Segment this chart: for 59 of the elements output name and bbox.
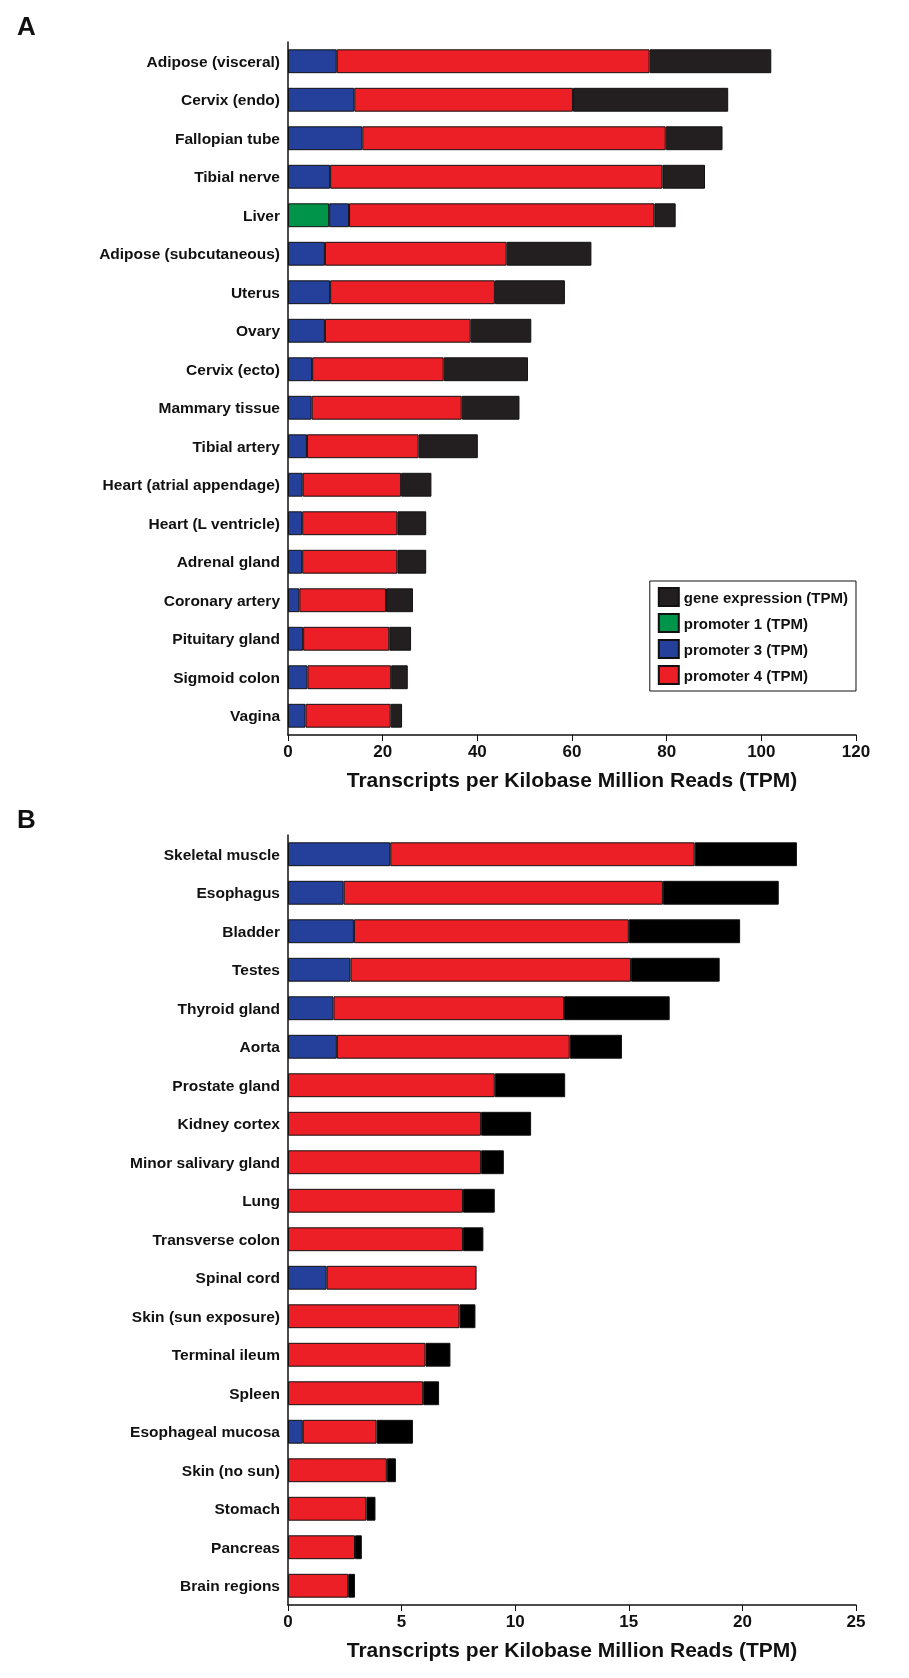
y-tick-label: Esophageal mucosa	[130, 1423, 281, 1441]
x-tick-label: 100	[747, 742, 776, 761]
legend-label: promoter 4 (TPM)	[683, 666, 808, 684]
x-tick-label: 0	[283, 1612, 293, 1631]
x-tick-label: 0	[283, 742, 293, 761]
y-tick-label: Esophagus	[196, 884, 280, 902]
y-tick-label: Adipose (visceral)	[146, 52, 280, 70]
y-tick-label: Heart (L ventricle)	[148, 514, 280, 532]
y-tick-label: Bladder	[222, 922, 280, 940]
y-tick-label: Heart (atrial appendage)	[102, 476, 280, 494]
x-tick-label: 25	[846, 1612, 866, 1631]
legend-label: promoter 3 (TPM)	[683, 640, 808, 658]
y-tick-label: Skin (sun exposure)	[131, 1307, 280, 1325]
y-tick-label: Uterus	[230, 283, 280, 301]
y-tick-label: Cervix (endo)	[180, 91, 280, 109]
x-tick-label: 20	[732, 1612, 752, 1631]
y-tick-label: Skin (no sun)	[181, 1461, 280, 1479]
y-tick-label: Skeletal muscle	[163, 845, 281, 863]
y-tick-label: Tibial nerve	[194, 168, 281, 186]
x-tick-label: 10	[505, 1612, 525, 1631]
text: A	[17, 11, 36, 41]
x-tick-label: 5	[396, 1612, 407, 1631]
y-tick-label: Adrenal gland	[176, 553, 280, 571]
x-tick-label: 60	[562, 742, 582, 761]
y-tick-label: Minor salivary gland	[130, 1153, 280, 1171]
x-tick-label: 120	[841, 742, 871, 761]
x-axis-title: Transcripts per Kilobase Million Reads (TPM)	[346, 768, 798, 791]
y-tick-label: Kidney cortex	[177, 1115, 281, 1133]
y-tick-label: Spinal cord	[195, 1269, 280, 1287]
y-tick-label: Fallopian tube	[174, 129, 281, 147]
y-tick-label: Cervix (ecto)	[186, 360, 280, 378]
x-axis-title: Transcripts per Kilobase Million Reads (TPM)	[346, 1638, 798, 1661]
y-tick-label: Liver	[242, 206, 280, 224]
y-tick-label: Terminal ileum	[171, 1346, 280, 1364]
y-tick-label: Spleen	[229, 1384, 280, 1402]
y-tick-label: Prostate gland	[172, 1076, 280, 1094]
y-tick-label: Thyroid gland	[177, 999, 280, 1017]
y-tick-label: Sigmoid colon	[173, 668, 280, 686]
x-tick-label: 20	[373, 742, 393, 761]
y-tick-label: Aorta	[239, 1038, 281, 1056]
y-tick-label: Stomach	[214, 1500, 280, 1518]
y-tick-label: Adipose (subcutaneous)	[99, 245, 280, 263]
x-tick-label: 80	[657, 742, 677, 761]
legend-label: promoter 1 (TPM)	[683, 614, 808, 632]
y-tick-label: Mammary tissue	[158, 399, 281, 417]
x-tick-label: 15	[619, 1612, 639, 1631]
y-tick-label: Ovary	[236, 322, 281, 340]
y-tick-label: Transverse colon	[152, 1230, 280, 1248]
x-tick-label: 40	[467, 742, 487, 761]
y-tick-label: Lung	[242, 1192, 280, 1210]
legend-label: gene expression (TPM)	[683, 588, 848, 606]
text: B	[17, 804, 36, 834]
y-tick-label: Brain regions	[180, 1577, 280, 1595]
y-tick-label: Vagina	[230, 707, 281, 725]
y-tick-label: Coronary artery	[163, 591, 281, 609]
y-tick-label: Tibial artery	[192, 437, 281, 455]
y-tick-label: Pancreas	[211, 1538, 280, 1556]
y-tick-label: Testes	[232, 961, 280, 979]
y-tick-label: Pituitary gland	[172, 630, 280, 648]
